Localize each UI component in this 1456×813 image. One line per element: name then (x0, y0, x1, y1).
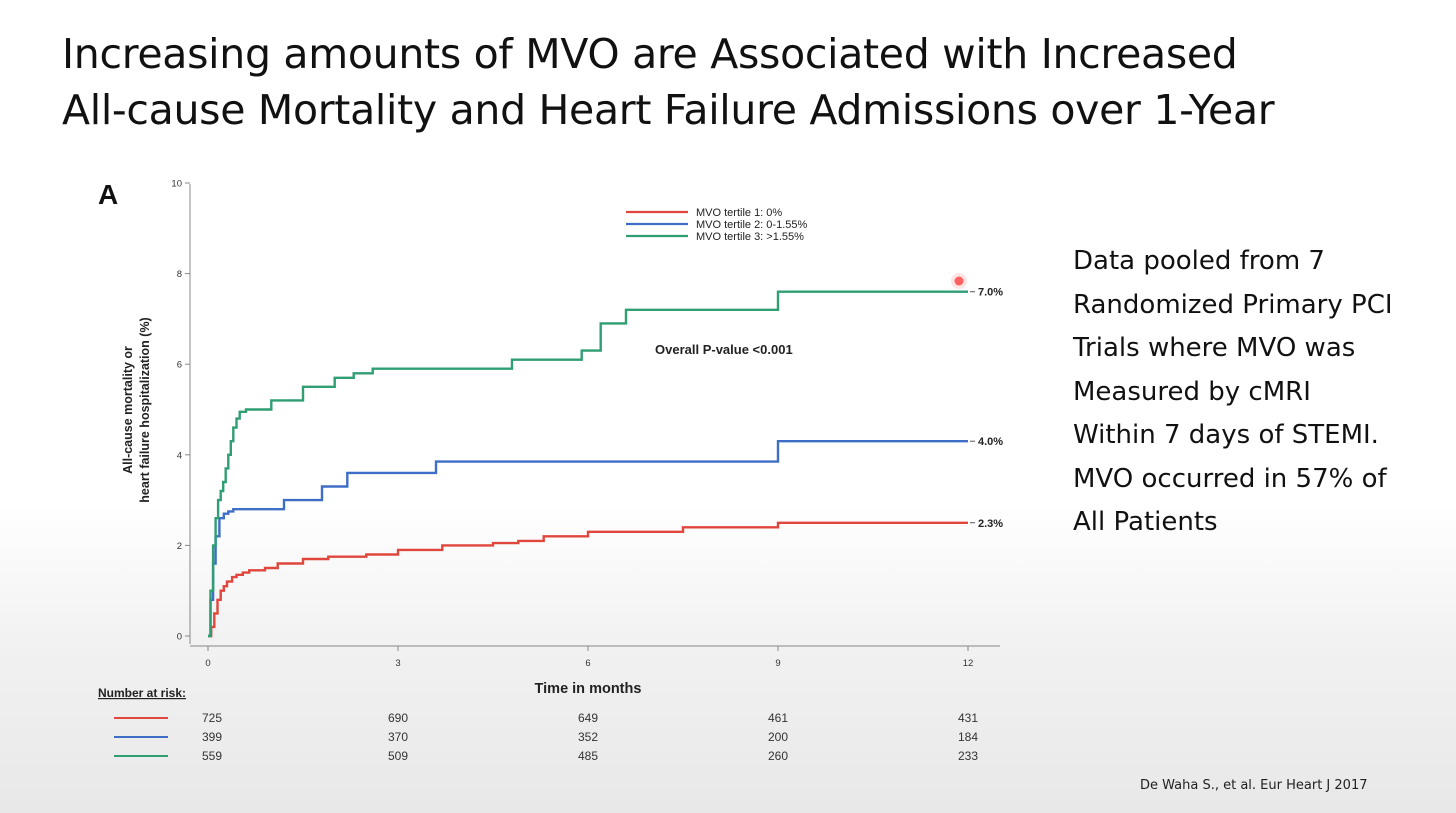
x-tick-label: 3 (395, 658, 400, 669)
legend-label-tertile-1: MVO tertile 1: 0% (696, 207, 782, 219)
end-label-tertile-1: 2.3% (978, 518, 1003, 530)
panel-label: A (98, 179, 118, 210)
risk-count: 509 (388, 749, 408, 763)
side-text-block: Data pooled from 7 Randomized Primary PC… (1073, 240, 1448, 545)
risk-count: 399 (202, 730, 222, 744)
x-tick-label: 6 (585, 658, 590, 669)
y-tick-label: 0 (177, 632, 182, 643)
chart-axes: 0 2 4 6 8 10 0 3 6 9 12 (171, 179, 1000, 669)
series-line-tertile-2 (208, 440, 968, 638)
y-tick-label: 2 (177, 541, 182, 552)
y-axis-label-line1: All-cause mortality or (121, 346, 135, 474)
legend-label-tertile-3: MVO tertile 3: >1.55% (696, 231, 804, 243)
risk-count: 649 (578, 711, 598, 725)
end-label-tertile-3: 7.0% (978, 287, 1003, 299)
citation: De Waha S., et al. Eur Heart J 2017 (1140, 778, 1368, 793)
side-text-line: Trials where MVO was (1073, 333, 1356, 363)
risk-count: 690 (388, 711, 408, 725)
risk-count: 485 (578, 749, 598, 763)
slide-title: Increasing amounts of MVO are Associated… (62, 26, 1442, 138)
side-text-line: MVO occurred in 57% of (1073, 463, 1387, 494)
x-tick-label: 12 (963, 658, 974, 669)
kaplan-meier-chart: A 0 2 4 6 8 10 0 3 6 9 12 2.3% 4.0% 7.0% MVO tertile… (98, 179, 1003, 764)
risk-count: 559 (202, 749, 222, 763)
side-text-line: Within 7 days of STEMI. (1073, 420, 1379, 450)
side-text-line: Data pooled from 7 (1073, 246, 1325, 276)
y-tick-label: 4 (177, 450, 182, 461)
x-tick-label: 9 (775, 658, 780, 669)
chart-legend: MVO tertile 1: 0%MVO tertile 2: 0-1.55%M… (626, 207, 807, 243)
risk-count: 200 (768, 730, 788, 744)
number-at-risk-table: 725 690 649 461 431 399 370 352 200 184 559 509 485 2… (114, 711, 978, 763)
risk-count: 431 (958, 711, 978, 725)
side-text-line: All Patients (1073, 507, 1218, 537)
y-axis-label-line2: heart failure hospitalization (%) (138, 317, 152, 502)
risk-count: 260 (768, 749, 788, 763)
risk-count: 461 (768, 711, 788, 725)
side-text-line: Measured by cMRI (1073, 376, 1311, 407)
y-tick-label: 6 (177, 360, 182, 371)
risk-count: 725 (202, 711, 222, 725)
risk-count: 370 (388, 730, 408, 744)
end-label-tertile-2: 4.0% (978, 436, 1003, 448)
risk-count: 352 (578, 730, 598, 744)
y-axis-label: All-cause mortality or heart failure hos… (121, 317, 152, 502)
end-labels: 2.3% 4.0% 7.0% (970, 287, 1003, 530)
risk-count: 233 (958, 749, 978, 763)
red-marker-dot (954, 276, 964, 286)
series-line-tertile-3 (208, 290, 968, 638)
p-value-annotation: Overall P-value <0.001 (655, 342, 793, 357)
x-tick-label: 0 (205, 658, 210, 669)
side-text-line: Randomized Primary PCI (1073, 289, 1393, 320)
series-line-tertile-1 (208, 521, 968, 638)
x-axis-label: Time in months (535, 681, 642, 697)
red-marker-glow (951, 273, 967, 289)
legend-label-tertile-2: MVO tertile 2: 0-1.55% (696, 219, 807, 231)
number-at-risk-header: Number at risk: (98, 686, 186, 700)
slide-title-line2: All-cause Mortality and Heart Failure Ad… (62, 86, 1275, 134)
slide-title-line1: Increasing amounts of MVO are Associated… (62, 30, 1238, 78)
risk-count: 184 (958, 730, 978, 744)
series-lines (208, 290, 968, 638)
y-tick-label: 10 (171, 179, 182, 190)
y-tick-label: 8 (177, 269, 182, 280)
